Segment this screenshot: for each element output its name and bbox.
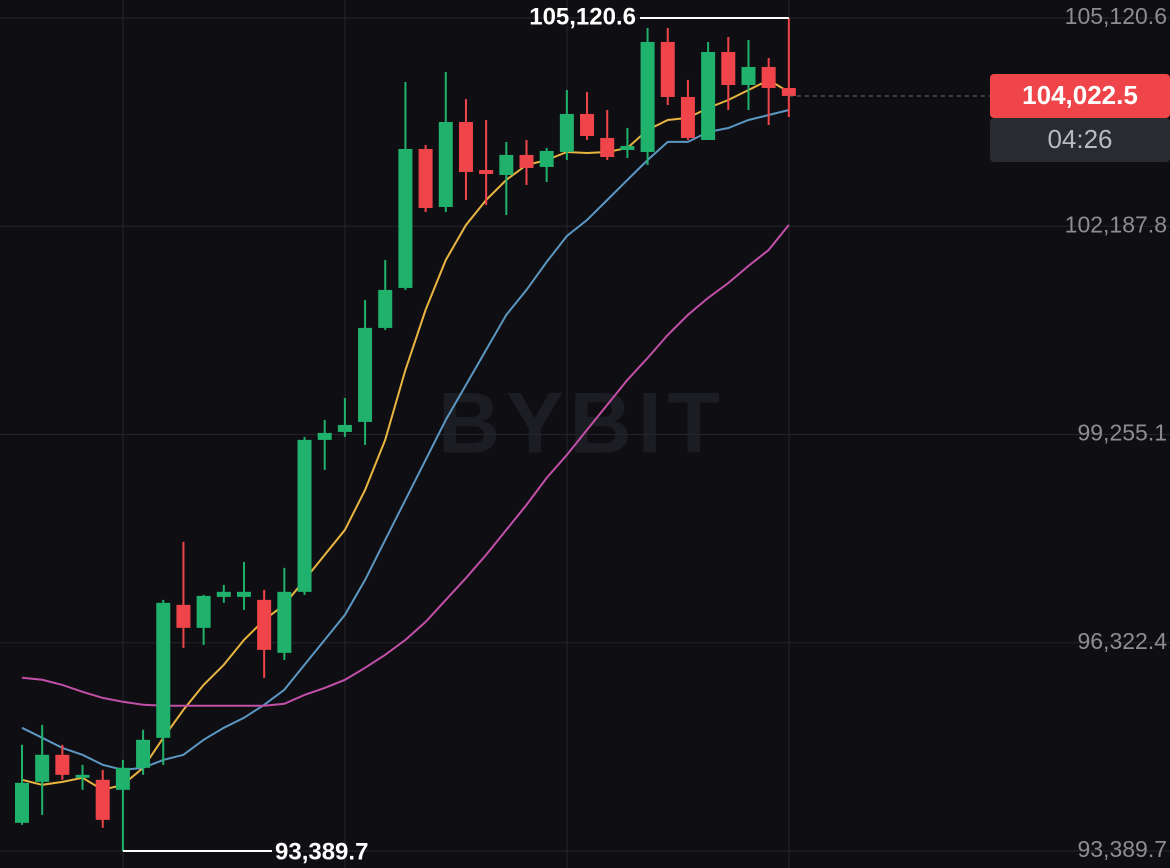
y-tick-label: 99,255.1 <box>1077 420 1167 446</box>
countdown-label: 04:26 <box>1047 124 1112 154</box>
watermark: BYBIT <box>438 376 726 472</box>
candle-body <box>499 154 514 175</box>
last-price-tag <box>990 73 1170 118</box>
annotation-label: 105,120.6 <box>529 3 636 30</box>
candle-body <box>701 51 716 140</box>
candle-body <box>640 41 655 152</box>
candle-body <box>680 96 695 138</box>
candle-body <box>741 66 756 85</box>
candle-body <box>600 137 615 157</box>
candle-body <box>156 602 171 738</box>
candle-body <box>761 66 776 88</box>
candle-body <box>398 148 413 288</box>
candle-body <box>378 289 393 328</box>
y-tick-label: 93,389.7 <box>1077 836 1167 862</box>
y-tick-label: 102,187.8 <box>1065 211 1167 237</box>
candle-body <box>136 739 151 768</box>
candle-body <box>620 145 635 150</box>
candle-body <box>580 113 595 136</box>
candle-body <box>236 591 251 597</box>
candle-body <box>75 774 90 778</box>
countdown-tag <box>990 117 1170 162</box>
candle-body <box>559 113 574 152</box>
candle-body <box>55 754 70 775</box>
candle-body <box>15 782 29 823</box>
y-tick-label: 105,120.6 <box>1065 3 1167 29</box>
annotation-label: 93,389.7 <box>275 838 368 865</box>
candle-body <box>257 599 272 650</box>
y-tick-label: 96,322.4 <box>1077 628 1167 654</box>
candle-body <box>95 779 110 820</box>
candle-body <box>297 439 312 592</box>
candle-body <box>176 604 191 628</box>
candle-body <box>317 432 332 440</box>
candle-body <box>35 754 50 782</box>
candle-body <box>660 41 675 97</box>
candle-body <box>418 148 433 208</box>
candle-body <box>196 595 211 628</box>
candle-body <box>458 121 473 172</box>
last-price-label: 104,022.5 <box>1022 80 1138 110</box>
candle-body <box>337 424 352 432</box>
candle-body <box>479 169 494 174</box>
candle-body <box>438 121 453 207</box>
candle-body <box>781 87 796 96</box>
candle-body <box>539 150 554 167</box>
candle-body <box>277 591 292 653</box>
candle-body <box>216 591 231 597</box>
candle-body <box>115 767 130 790</box>
ma-line <box>21 224 790 707</box>
candle-body <box>721 51 736 85</box>
candle-body <box>519 154 534 168</box>
candle-body <box>358 327 373 422</box>
